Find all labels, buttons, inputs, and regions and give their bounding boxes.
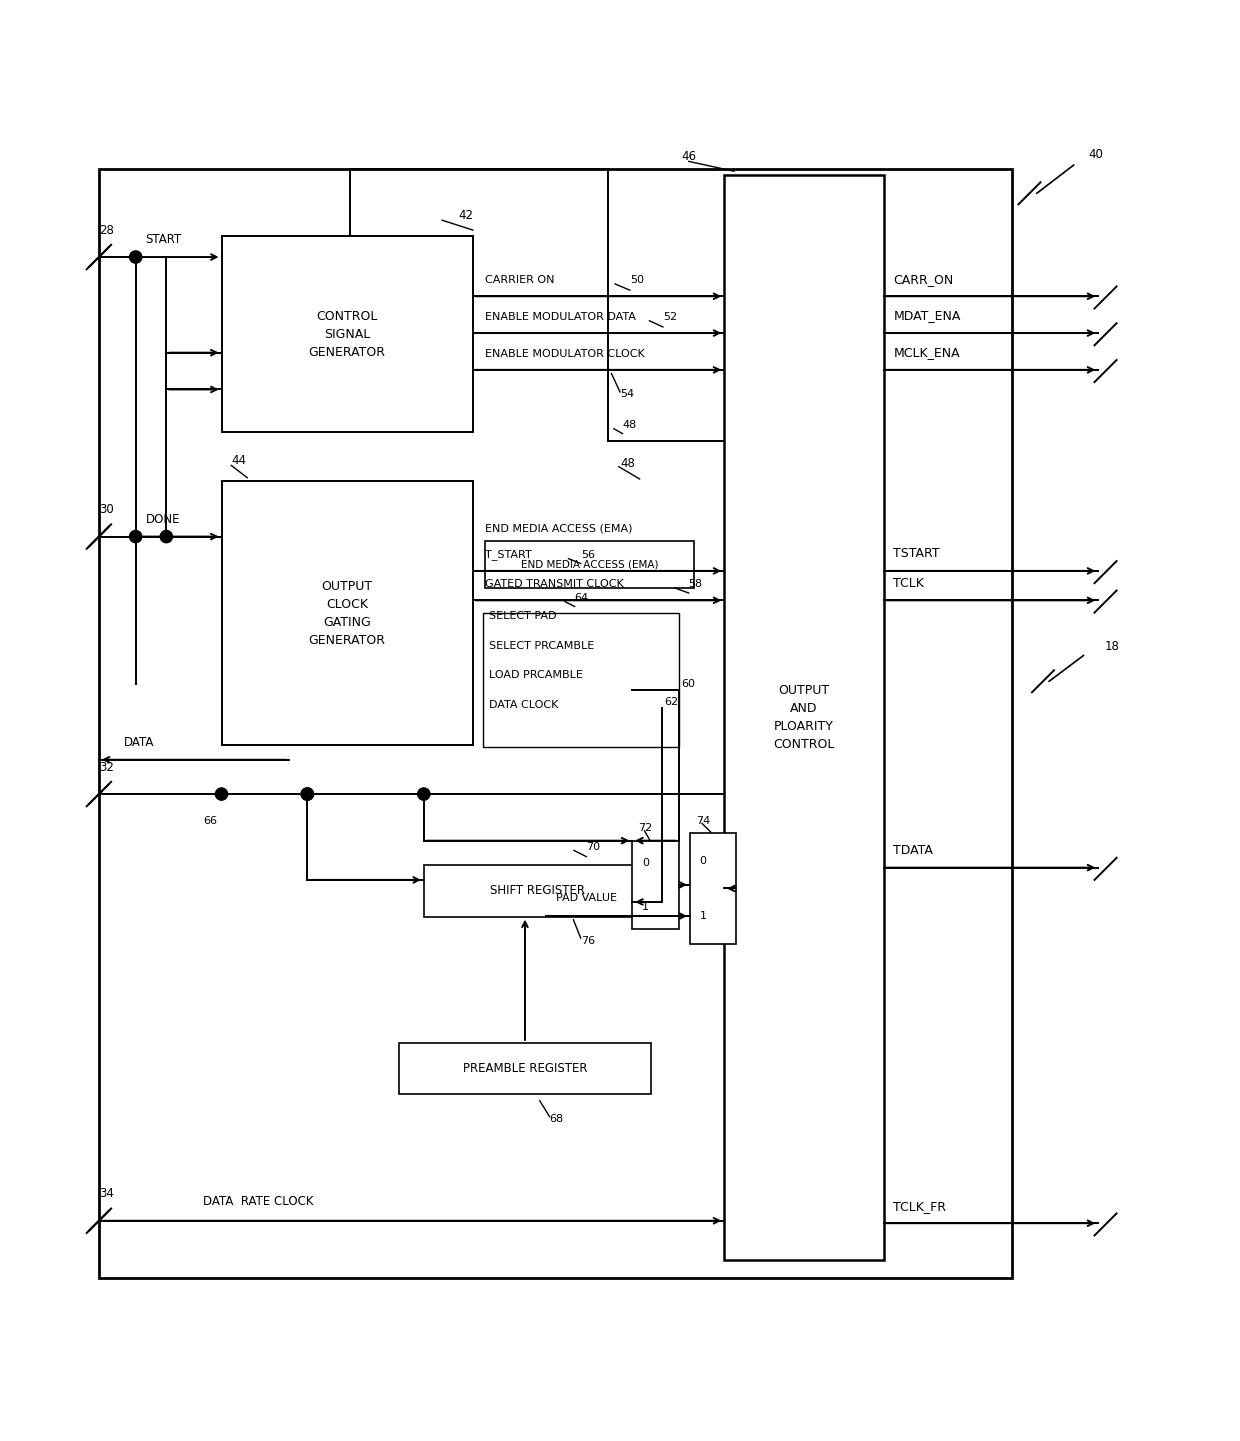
Text: OUTPUT
CLOCK
GATING
GENERATOR: OUTPUT CLOCK GATING GENERATOR (309, 579, 386, 647)
Text: 70: 70 (587, 842, 600, 852)
Text: SELECT PRCAMBLE: SELECT PRCAMBLE (489, 641, 594, 651)
Bar (724, 174, 884, 1259)
Text: 40: 40 (1089, 147, 1104, 160)
Text: 18: 18 (1105, 640, 1120, 653)
Circle shape (216, 788, 228, 800)
Bar (222, 481, 472, 745)
Text: 58: 58 (688, 579, 703, 589)
Text: SELECT PAD: SELECT PAD (489, 611, 557, 621)
Text: GATED TRANSMIT CLOCK: GATED TRANSMIT CLOCK (485, 579, 624, 589)
Text: 0: 0 (699, 856, 707, 866)
Bar (689, 833, 737, 944)
Text: TCLK_FR: TCLK_FR (894, 1199, 946, 1212)
Text: 62: 62 (665, 697, 678, 708)
Text: DATA: DATA (124, 736, 154, 749)
Text: 42: 42 (458, 209, 474, 222)
Text: 50: 50 (630, 275, 644, 285)
Text: 48: 48 (622, 419, 636, 429)
Text: SHIFT REGISTER: SHIFT REGISTER (490, 885, 585, 898)
Text: 34: 34 (99, 1187, 114, 1200)
Text: TDATA: TDATA (894, 844, 934, 857)
Text: 74: 74 (696, 816, 711, 826)
Text: 1: 1 (642, 902, 649, 912)
Text: 1: 1 (699, 911, 707, 921)
Text: T_START: T_START (485, 549, 532, 561)
Text: START: START (145, 233, 182, 246)
Text: 28: 28 (99, 223, 114, 236)
Text: OUTPUT
AND
PLOARITY
CONTROL: OUTPUT AND PLOARITY CONTROL (774, 684, 835, 751)
Text: MCLK_ENA: MCLK_ENA (894, 346, 960, 359)
Text: 30: 30 (99, 503, 114, 516)
Text: 66: 66 (203, 816, 217, 826)
Text: 76: 76 (580, 935, 595, 945)
Text: DONE: DONE (145, 513, 180, 526)
Text: PREAMBLE REGISTER: PREAMBLE REGISTER (463, 1062, 588, 1075)
Text: 0: 0 (642, 857, 649, 867)
Bar (482, 612, 678, 748)
Text: 56: 56 (580, 550, 595, 561)
Text: PAD VALUE: PAD VALUE (557, 892, 618, 902)
Text: TCLK: TCLK (894, 576, 924, 589)
Text: TSTART: TSTART (894, 548, 940, 561)
Text: 52: 52 (663, 313, 677, 323)
Text: ENABLE MODULATOR CLOCK: ENABLE MODULATOR CLOCK (485, 349, 645, 359)
Text: MDAT_ENA: MDAT_ENA (894, 310, 961, 323)
Circle shape (418, 788, 430, 800)
Text: LOAD PRCAMBLE: LOAD PRCAMBLE (489, 670, 583, 680)
Bar (399, 1043, 651, 1095)
Circle shape (301, 788, 314, 800)
Bar (222, 236, 472, 432)
Text: END MEDIA ACCESS (EMA): END MEDIA ACCESS (EMA) (521, 559, 658, 569)
Text: CARR_ON: CARR_ON (894, 272, 954, 285)
Text: 32: 32 (99, 761, 114, 774)
Text: CARRIER ON: CARRIER ON (485, 275, 554, 285)
Circle shape (129, 251, 141, 264)
Text: DATA CLOCK: DATA CLOCK (489, 699, 558, 709)
Text: 60: 60 (681, 679, 696, 689)
Text: END MEDIA ACCESS (EMA): END MEDIA ACCESS (EMA) (485, 523, 632, 533)
Text: 64: 64 (574, 592, 589, 602)
Text: DATA  RATE CLOCK: DATA RATE CLOCK (203, 1195, 314, 1208)
Bar (485, 542, 693, 588)
Text: 44: 44 (232, 454, 247, 467)
Text: 54: 54 (620, 389, 634, 399)
Bar (632, 840, 678, 929)
Circle shape (160, 530, 172, 543)
Text: 68: 68 (549, 1114, 564, 1124)
Text: 46: 46 (681, 150, 697, 163)
Text: 48: 48 (620, 457, 635, 470)
Bar (424, 865, 651, 916)
Text: ENABLE MODULATOR DATA: ENABLE MODULATOR DATA (485, 313, 636, 323)
Text: 72: 72 (639, 823, 652, 833)
Bar (99, 169, 1012, 1278)
Text: CONTROL
SIGNAL
GENERATOR: CONTROL SIGNAL GENERATOR (309, 310, 386, 359)
Circle shape (129, 530, 141, 543)
Circle shape (301, 788, 314, 800)
